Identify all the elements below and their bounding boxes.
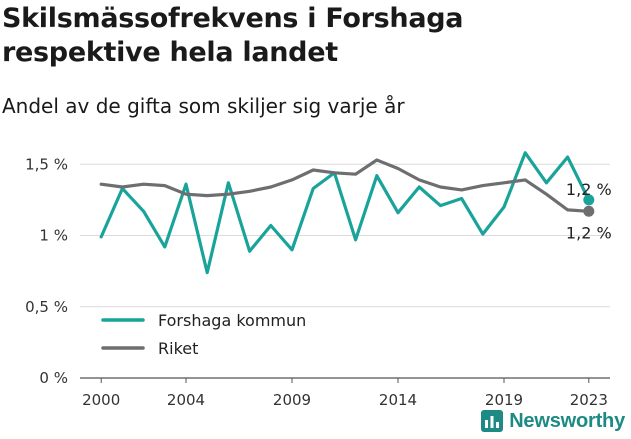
data-point-riket [269,185,272,188]
data-point-forshaga-kommun [163,245,166,248]
x-tick-label: 2000 [82,391,120,409]
data-point-riket [100,183,103,186]
chart-title: Skilsmässofrekvens i Forshaga respektive… [2,3,464,68]
data-point-forshaga-kommun [481,232,484,235]
data-point-forshaga-kommun [375,174,378,177]
series-line-riket [99,158,591,213]
data-point-forshaga-kommun [184,183,187,186]
brand-logo: Newsworthy [480,409,625,433]
x-tick-label: 2004 [167,391,205,409]
data-point-forshaga-kommun [439,204,442,207]
data-point-riket [184,193,187,196]
data-point-forshaga-kommun [566,156,569,159]
data-point-forshaga-kommun [206,271,209,274]
data-point-riket [545,193,548,196]
data-point-riket [248,190,251,193]
data-point-forshaga-kommun [524,151,527,154]
end-label-forshaga-kommun: 1,2 % [566,180,612,199]
x-tick-label: 2023 [570,391,608,409]
legend-label: Forshaga kommun [158,311,306,330]
data-point-forshaga-kommun [269,224,272,227]
data-point-riket [502,181,505,184]
data-point-forshaga-kommun [396,211,399,214]
series-line-forshaga-kommun [99,151,591,275]
end-label-riket: 1,2 % [566,223,612,242]
data-point-riket [566,208,569,211]
x-tick-label: 2014 [379,391,417,409]
x-tick-label: 2009 [273,391,311,409]
data-point-riket [163,184,166,187]
data-point-forshaga-kommun [142,210,145,213]
data-point-riket [227,193,230,196]
data-point-forshaga-kommun [227,181,230,184]
y-tick-label: 0 % [39,369,68,387]
data-point-riket [439,185,442,188]
data-point-forshaga-kommun [545,181,548,184]
data-point-riket [206,194,209,197]
data-point-forshaga-kommun [248,250,251,253]
data-point-riket [481,184,484,187]
y-tick-label: 1 % [39,227,68,245]
chart-subtitle: Andel av de gifta som skiljer sig varje … [2,94,405,118]
data-point-riket [121,185,124,188]
end-marker-forshaga-kommun [583,194,595,206]
data-point-riket [354,173,357,176]
bar-chart-logo-icon [481,410,504,432]
data-point-riket [312,168,315,171]
data-point-riket [375,158,378,161]
brand-name: Newsworthy [509,409,625,432]
y-tick-label: 1,5 % [25,155,68,173]
y-tick-label: 0,5 % [25,298,68,316]
data-point-riket [333,171,336,174]
end-marker-riket [583,205,595,217]
data-point-riket [142,183,145,186]
data-point-forshaga-kommun [460,197,463,200]
legend-label: Riket [158,339,198,358]
data-point-forshaga-kommun [312,187,315,190]
data-point-forshaga-kommun [354,238,357,241]
x-tick-label: 2019 [485,391,523,409]
data-point-forshaga-kommun [502,205,505,208]
data-point-forshaga-kommun [418,185,421,188]
data-point-riket [460,188,463,191]
data-point-forshaga-kommun [290,248,293,251]
data-point-forshaga-kommun [100,235,103,238]
data-point-riket [418,178,421,181]
data-point-riket [396,167,399,170]
data-point-riket [290,178,293,181]
data-point-riket [524,178,527,181]
